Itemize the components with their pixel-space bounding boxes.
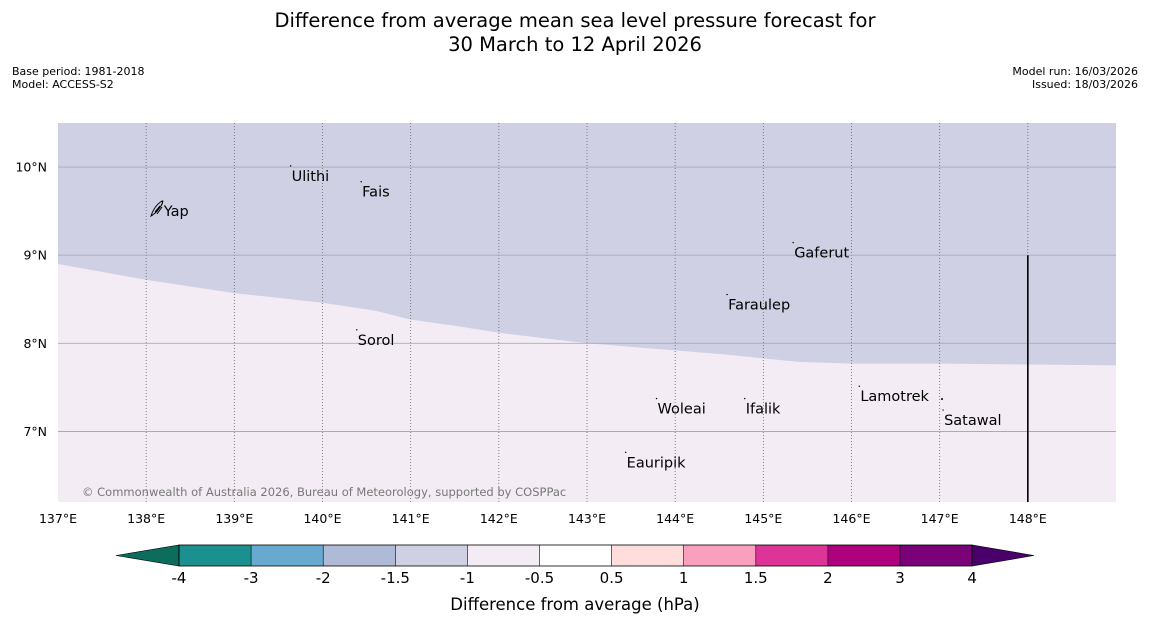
longitude-tick-label: 139°E bbox=[215, 511, 253, 526]
island-dot bbox=[655, 397, 658, 400]
longitude-tick-label: 148°E bbox=[1009, 511, 1047, 526]
longitude-tick-label: 147°E bbox=[921, 511, 959, 526]
colorbar-segment bbox=[611, 545, 684, 566]
colorbar-title: Difference from average (hPa) bbox=[450, 595, 699, 614]
latitude-tick-label: 7°N bbox=[23, 424, 47, 439]
colorbar-tick-label: 4 bbox=[967, 569, 977, 587]
island-dot bbox=[360, 181, 362, 183]
colorbar-tick-label: -2 bbox=[316, 569, 331, 587]
colorbar-segment bbox=[900, 545, 973, 566]
colorbar-tick-label: 1 bbox=[679, 569, 689, 587]
place-label: Faraulep bbox=[728, 298, 790, 314]
colorbar-segment bbox=[179, 545, 252, 566]
longitude-tick-label: 142°E bbox=[480, 511, 518, 526]
colorbar-segment bbox=[827, 545, 900, 566]
region-minus-1-to-minus-0-5 bbox=[58, 264, 1116, 502]
place-label: Satawal bbox=[944, 413, 1001, 429]
longitude-tick-label: 137°E bbox=[39, 511, 77, 526]
longitude-tick-label: 144°E bbox=[656, 511, 694, 526]
place-label: Ifalik bbox=[746, 402, 781, 418]
island-dot bbox=[942, 409, 944, 411]
latitude-tick-label: 8°N bbox=[23, 336, 47, 351]
place-label: Yap bbox=[163, 204, 189, 220]
longitude-tick-label: 140°E bbox=[303, 511, 341, 526]
yap-island-outline bbox=[150, 200, 163, 218]
copyright-text: © Commonwealth of Australia 2026, Bureau… bbox=[82, 485, 566, 499]
longitude-tick-label: 138°E bbox=[127, 511, 165, 526]
colorbar-segment bbox=[395, 545, 468, 566]
colorbar-tick-label: -3 bbox=[244, 569, 259, 587]
colorbar-segment bbox=[539, 545, 612, 566]
base-period-text: Base period: 1981-2018 bbox=[12, 65, 145, 78]
meta-right: Model run: 16/03/2026 Issued: 18/03/2026 bbox=[1012, 65, 1138, 91]
place-label: Sorol bbox=[358, 333, 395, 349]
island-dot bbox=[792, 241, 794, 244]
island-dot bbox=[356, 329, 358, 331]
model-text: Model: ACCESS-S2 bbox=[12, 78, 114, 91]
island-dot bbox=[744, 397, 746, 400]
latitude-tick-labels: 10°N 9°N 8°N 7°N bbox=[15, 160, 47, 439]
longitude-tick-label: 145°E bbox=[744, 511, 782, 526]
colorbar-tick-label: 0.5 bbox=[600, 569, 624, 587]
colorbar-tick-label: -0.5 bbox=[525, 569, 554, 587]
longitude-tick-labels: 137°E 138°E 139°E 140°E 141°E 142°E 143°E 144°E… bbox=[39, 511, 1047, 526]
colorbar-extend-low bbox=[115, 544, 180, 567]
colorbar-segment bbox=[755, 545, 828, 566]
colorbar-segment bbox=[323, 545, 396, 566]
colorbar-segment bbox=[251, 545, 324, 566]
map-plot-area: Yap Ulithi Fais Gaferut Faraulep Sorol Woleai I… bbox=[58, 123, 1116, 502]
longitude-tick-label: 146°E bbox=[832, 511, 870, 526]
colorbar-tick-label: -1.5 bbox=[381, 569, 410, 587]
longitude-tick-label: 141°E bbox=[392, 511, 430, 526]
island-dot bbox=[624, 451, 627, 454]
colorbar-tick-label: -1 bbox=[460, 569, 475, 587]
place-label: Eauripik bbox=[627, 455, 686, 471]
place-label: Lamotrek bbox=[860, 389, 929, 405]
island-dot bbox=[289, 165, 292, 167]
place-label: Fais bbox=[362, 185, 389, 201]
title-line-1: Difference from average mean sea level p… bbox=[274, 9, 876, 32]
title-line-2: 30 March to 12 April 2026 bbox=[448, 33, 702, 56]
map-title: Difference from average mean sea level p… bbox=[0, 9, 1150, 57]
colorbar-extend-high bbox=[971, 544, 1035, 567]
colorbar-segment bbox=[467, 545, 540, 566]
latitude-tick-label: 9°N bbox=[23, 248, 47, 263]
place-labels: Yap Ulithi Fais Gaferut Faraulep Sorol Woleai I… bbox=[162, 165, 1002, 471]
place-label: Woleai bbox=[658, 402, 706, 418]
place-label: Ulithi bbox=[292, 169, 330, 185]
colorbar: -4 -3 -2 -1.5 -1 -0.5 0.5 1 1.5 2 3 4 bbox=[115, 544, 1035, 587]
island-dot bbox=[858, 385, 861, 387]
graticule bbox=[58, 123, 1116, 502]
colorbar-tick-label: 3 bbox=[895, 569, 905, 587]
colorbar-tick-label: 2 bbox=[823, 569, 833, 587]
island-dot bbox=[726, 293, 728, 296]
issued-text: Issued: 18/03/2026 bbox=[1031, 78, 1138, 91]
colorbar-tick-label: 1.5 bbox=[744, 569, 768, 587]
island-dot bbox=[941, 398, 943, 400]
longitude-tick-label: 143°E bbox=[568, 511, 606, 526]
model-run-text: Model run: 16/03/2026 bbox=[1012, 65, 1138, 78]
meta-left: Base period: 1981-2018 Model: ACCESS-S2 bbox=[12, 65, 144, 91]
latitude-tick-label: 10°N bbox=[15, 160, 47, 175]
colorbar-tick-label: -4 bbox=[172, 569, 187, 587]
place-label: Gaferut bbox=[794, 246, 849, 262]
colorbar-segment bbox=[683, 545, 756, 566]
